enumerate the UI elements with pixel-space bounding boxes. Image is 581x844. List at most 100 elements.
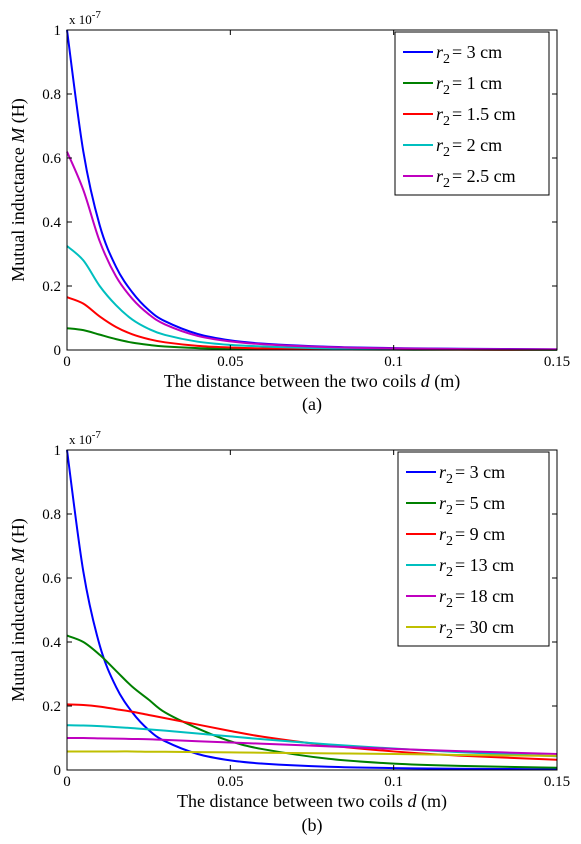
legend-entry-2: r2 = 5 cm [439, 493, 505, 518]
legend-label: = 13 cm [455, 555, 514, 575]
axis-exponent-power: -7 [92, 429, 102, 441]
legend-var: r [439, 617, 447, 637]
y-tick-label: 0.6 [42, 571, 61, 587]
y-axis-label: Mutual inductance M (H) [8, 98, 29, 281]
legend-entry-6: r2 = 30 cm [439, 617, 514, 642]
y-axis-label-var: M [8, 127, 28, 144]
legend-entry-5: r2 = 2.5 cm [436, 166, 516, 191]
y-axis-label: Mutual inductance M (H) [8, 518, 29, 701]
y-tick-label: 0.2 [42, 699, 61, 715]
legend-var: r [436, 104, 444, 124]
y-tick-label: 0.4 [42, 635, 61, 651]
y-axis-label-var: M [8, 547, 28, 564]
legend-label: = 18 cm [455, 586, 514, 606]
legend-var: r [439, 555, 447, 575]
x-axis-label-unit: (m) [416, 791, 447, 812]
plot-frame [66, 449, 558, 771]
legend-entry-1: r2 = 3 cm [436, 42, 502, 67]
legend-var: r [436, 42, 444, 62]
legend-label: = 5 cm [455, 493, 505, 513]
legend-sub: 2 [443, 145, 450, 160]
x-tick-label: 0.1 [384, 774, 403, 790]
y-tick-label: 1 [54, 443, 62, 459]
figure-caption: (b) [302, 815, 323, 836]
y-tick-label: 0.8 [42, 507, 61, 523]
legend-sub: 2 [443, 52, 450, 67]
x-axis-label-unit: (m) [430, 371, 461, 392]
x-tick-label: 0.1 [384, 354, 403, 370]
y-axis-label-unit: (H) [8, 518, 29, 548]
legend-box [397, 451, 550, 647]
x-tick-label: 0.15 [544, 774, 570, 790]
legend-label: = 3 cm [452, 42, 502, 62]
chart-a: 0 0.05 0.1 0.15 0 0.2 0.4 0.6 0.8 1 x 10-7 The dist… [8, 9, 570, 415]
legend-sub: 2 [446, 534, 453, 549]
legend-sub: 2 [446, 503, 453, 518]
x-axis-label-var: d [407, 791, 417, 811]
x-tick-label: 0.15 [544, 354, 570, 370]
legend-label: = 2 cm [452, 135, 502, 155]
y-tick-label: 0.6 [42, 151, 61, 167]
y-axis-label-text: Mutual inductance [8, 563, 28, 702]
legend-entry-5: r2 = 18 cm [439, 586, 514, 611]
legend-var: r [436, 135, 444, 155]
legend-var: r [439, 586, 447, 606]
legend-var: r [439, 524, 447, 544]
y-tick-label: 0.8 [42, 87, 61, 103]
series-line-3 [66, 703, 558, 761]
legend-entry-1: r2 = 3 cm [439, 462, 505, 487]
legend-sub: 2 [446, 596, 453, 611]
legend-var: r [439, 462, 447, 482]
legend-entry-3: r2 = 1.5 cm [436, 104, 516, 129]
legend-label: = 1 cm [452, 73, 502, 93]
legend-sub: 2 [446, 472, 453, 487]
legend-sub: 2 [443, 176, 450, 191]
legend-label: = 2.5 cm [452, 166, 516, 186]
axis-exponent: x 10-7 [69, 429, 101, 447]
y-tick-label: 0 [54, 763, 62, 779]
legend-var: r [439, 493, 447, 513]
x-tick-label: 0 [63, 354, 71, 370]
legend-var: r [436, 73, 444, 93]
legend-sub: 2 [443, 83, 450, 98]
chart-b: 0 0.05 0.1 0.15 0 0.2 0.4 0.6 0.8 1 x 10-7 The dist… [8, 429, 570, 836]
legend-label: = 3 cm [455, 462, 505, 482]
plot-frame [66, 29, 558, 351]
x-tick-label: 0 [63, 774, 71, 790]
axis-exponent-power: -7 [92, 9, 102, 21]
x-axis-label: The distance between two coils d (m) [177, 791, 447, 812]
legend-sub: 2 [446, 565, 453, 580]
axis-exponent-base: x 10 [69, 12, 92, 27]
axis-exponent-base: x 10 [69, 432, 92, 447]
legend-entry-3: r2 = 9 cm [439, 524, 505, 549]
series-line-5 [66, 736, 558, 755]
series-line-4 [66, 245, 558, 351]
y-tick-label: 0.4 [42, 215, 61, 231]
x-tick-label: 0.05 [217, 354, 243, 370]
series-line-3 [66, 296, 558, 351]
legend-label: = 30 cm [455, 617, 514, 637]
legend-entry-4: r2 = 2 cm [436, 135, 502, 160]
y-tick-label: 0.2 [42, 279, 61, 295]
y-tick-label: 0 [54, 343, 62, 359]
axis-exponent: x 10-7 [69, 9, 101, 27]
x-axis-label-text: The distance between the two coils [164, 371, 421, 391]
legend-sub: 2 [446, 627, 453, 642]
legend-var: r [436, 166, 444, 186]
legend-entry-4: r2 = 13 cm [439, 555, 514, 580]
legend-label: = 9 cm [455, 524, 505, 544]
series-line-6 [67, 750, 558, 757]
x-axis-label-var: d [421, 371, 431, 391]
y-axis-label-text: Mutual inductance [8, 143, 28, 282]
y-tick-label: 1 [54, 23, 62, 39]
legend-label: = 1.5 cm [452, 104, 516, 124]
legend-entry-2: r2 = 1 cm [436, 73, 502, 98]
figure-caption: (a) [302, 394, 322, 415]
series-line-2 [66, 634, 558, 769]
x-axis-label-text: The distance between two coils [177, 791, 407, 811]
x-axis-label: The distance between the two coils d (m) [164, 371, 460, 392]
legend-sub: 2 [443, 114, 450, 129]
y-axis-label-unit: (H) [8, 98, 29, 128]
x-tick-label: 0.05 [217, 774, 243, 790]
